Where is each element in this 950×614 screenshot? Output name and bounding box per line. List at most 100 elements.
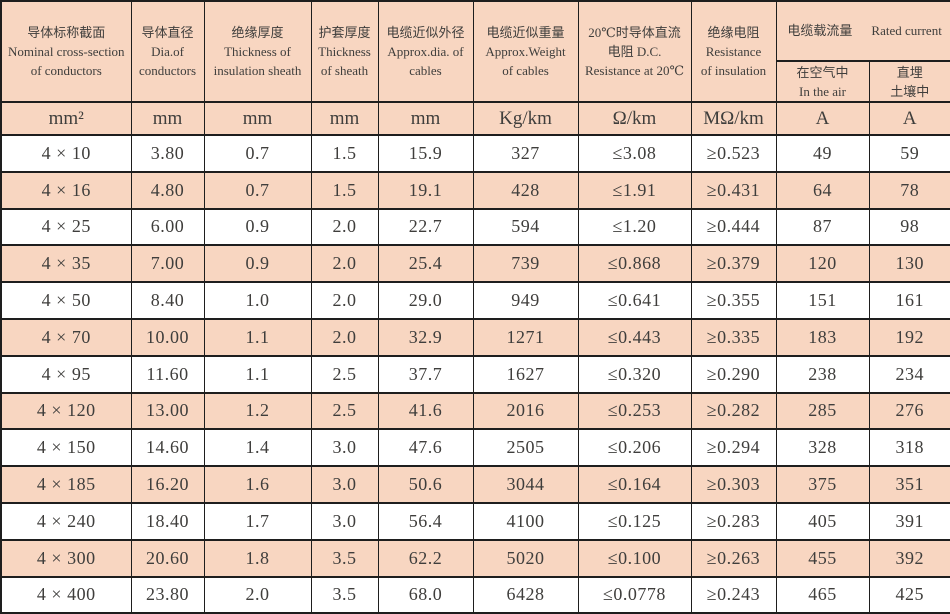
table-row: 4 × 16 4.80 0.7 1.5 19.1 428 ≤1.91 ≥0.431 64 78 bbox=[0, 171, 950, 210]
cell: 4 × 35 bbox=[0, 244, 132, 283]
cell: ≥0.290 bbox=[690, 355, 777, 394]
cell: 41.6 bbox=[377, 392, 474, 430]
cell: 18.40 bbox=[130, 502, 205, 541]
cell: 3.5 bbox=[310, 576, 379, 614]
cell: 285 bbox=[775, 392, 870, 430]
cell: 87 bbox=[775, 208, 870, 246]
table-body: 4 × 10 3.80 0.7 1.5 15.9 327 ≤3.08 ≥0.523 49 59 4 … bbox=[0, 134, 950, 614]
cell: 2.0 bbox=[310, 244, 379, 283]
cell: 1.5 bbox=[310, 171, 379, 210]
unit-cell: mm² bbox=[0, 101, 132, 136]
cell: ≤0.253 bbox=[577, 392, 692, 430]
cell: ≥0.335 bbox=[690, 318, 777, 357]
cell: 1.7 bbox=[203, 502, 312, 541]
cell: 1.2 bbox=[203, 392, 312, 430]
cell: 4 × 16 bbox=[0, 171, 132, 210]
cell: 1271 bbox=[472, 318, 579, 357]
table-row: 4 × 10 3.80 0.7 1.5 15.9 327 ≤3.08 ≥0.523 49 59 bbox=[0, 134, 950, 173]
cell: 0.7 bbox=[203, 171, 312, 210]
table-row: 4 × 240 18.40 1.7 3.0 56.4 4100 ≤0.125 ≥0.283 40… bbox=[0, 502, 950, 541]
cell: 1.5 bbox=[310, 134, 379, 173]
cell: 20.60 bbox=[130, 539, 205, 578]
cell: 594 bbox=[472, 208, 579, 246]
unit-cell: A bbox=[868, 101, 950, 136]
cell: 6.00 bbox=[130, 208, 205, 246]
cell: 56.4 bbox=[377, 502, 474, 541]
cell: 0.9 bbox=[203, 244, 312, 283]
cell: 22.7 bbox=[377, 208, 474, 246]
cell: 1627 bbox=[472, 355, 579, 394]
cell: ≤0.164 bbox=[577, 465, 692, 504]
cell: 1.1 bbox=[203, 355, 312, 394]
table-row: 4 × 185 16.20 1.6 3.0 50.6 3044 ≤0.164 ≥0.303 37… bbox=[0, 465, 950, 504]
rated-current-label-zh: 电缆载流量 bbox=[787, 23, 853, 38]
cell: 4 × 50 bbox=[0, 281, 132, 320]
cell: 4 × 240 bbox=[0, 502, 132, 541]
cell: ≥0.263 bbox=[690, 539, 777, 578]
units-row: mm² mm mm mm mm Kg/km Ω/km MΩ/km A A bbox=[0, 101, 950, 136]
cell: 2016 bbox=[472, 392, 579, 430]
col-header-dc-resistance: 20℃时导体直流 电阻 D.C. Resistance at 20℃ bbox=[577, 0, 692, 103]
cell: ≤0.443 bbox=[577, 318, 692, 357]
cell: 120 bbox=[775, 244, 870, 283]
unit-cell: MΩ/km bbox=[690, 101, 777, 136]
cell: 2.0 bbox=[310, 318, 379, 357]
cell: ≤0.641 bbox=[577, 281, 692, 320]
cell: ≥0.243 bbox=[690, 576, 777, 614]
cell: ≤1.91 bbox=[577, 171, 692, 210]
cell: ≥0.523 bbox=[690, 134, 777, 173]
cell: 50.6 bbox=[377, 465, 474, 504]
cell: 2.0 bbox=[203, 576, 312, 614]
col-header-in-air: 在空气中 In the air bbox=[775, 60, 870, 103]
col-header-buried-in-soil: 直埋 土壤中 bbox=[868, 60, 950, 103]
header-row-main: 导体标称截面 Nominal cross-section of conducto… bbox=[0, 0, 950, 103]
cell: 4.80 bbox=[130, 171, 205, 210]
cell: 327 bbox=[472, 134, 579, 173]
table-row: 4 × 25 6.00 0.9 2.0 22.7 594 ≤1.20 ≥0.444 87 98 bbox=[0, 208, 950, 246]
cell: 13.00 bbox=[130, 392, 205, 430]
table-row: 4 × 120 13.00 1.2 2.5 41.6 2016 ≤0.253 ≥0.282 28… bbox=[0, 392, 950, 430]
cell: ≤0.320 bbox=[577, 355, 692, 394]
cell: 4 × 185 bbox=[0, 465, 132, 504]
cell: 161 bbox=[868, 281, 950, 320]
table-row: 4 × 150 14.60 1.4 3.0 47.6 2505 ≤0.206 ≥0.294 32… bbox=[0, 428, 950, 467]
cell: 391 bbox=[868, 502, 950, 541]
cell: 2.0 bbox=[310, 208, 379, 246]
cell: 328 bbox=[775, 428, 870, 467]
cell: 15.9 bbox=[377, 134, 474, 173]
cell: ≥0.303 bbox=[690, 465, 777, 504]
cell: 59 bbox=[868, 134, 950, 173]
cell: 3044 bbox=[472, 465, 579, 504]
unit-cell: Kg/km bbox=[472, 101, 579, 136]
cell: 64 bbox=[775, 171, 870, 210]
col-header-nominal-cross-section: 导体标称截面 Nominal cross-section of conducto… bbox=[0, 0, 132, 103]
cell: 7.00 bbox=[130, 244, 205, 283]
cell: 8.40 bbox=[130, 281, 205, 320]
cell: 351 bbox=[868, 465, 950, 504]
cell: 1.1 bbox=[203, 318, 312, 357]
header-row-sub: 在空气中 In the air 直埋 土壤中 bbox=[1, 60, 950, 103]
col-header-insulation-thickness: 绝缘厚度 Thickness of insulation sheath bbox=[203, 0, 312, 103]
cell: 739 bbox=[472, 244, 579, 283]
cell: 4 × 150 bbox=[0, 428, 132, 467]
cell: ≥0.283 bbox=[690, 502, 777, 541]
cell: 3.0 bbox=[310, 502, 379, 541]
cell: 1.4 bbox=[203, 428, 312, 467]
cell: 949 bbox=[472, 281, 579, 320]
cell: ≤0.868 bbox=[577, 244, 692, 283]
rated-current-label-en: Rated current bbox=[871, 23, 942, 38]
cell: 4 × 95 bbox=[0, 355, 132, 394]
cell: ≤0.0778 bbox=[577, 576, 692, 614]
cell: ≥0.431 bbox=[690, 171, 777, 210]
unit-cell: mm bbox=[377, 101, 474, 136]
cell: 98 bbox=[868, 208, 950, 246]
table-row: 4 × 70 10.00 1.1 2.0 32.9 1271 ≤0.443 ≥0.335 183… bbox=[0, 318, 950, 357]
table-row: 4 × 300 20.60 1.8 3.5 62.2 5020 ≤0.100 ≥0.263 45… bbox=[0, 539, 950, 578]
table-row: 4 × 95 11.60 1.1 2.5 37.7 1627 ≤0.320 ≥0.290 238… bbox=[0, 355, 950, 394]
cell: 276 bbox=[868, 392, 950, 430]
cell: 78 bbox=[868, 171, 950, 210]
cell: 375 bbox=[775, 465, 870, 504]
cell: ≤0.125 bbox=[577, 502, 692, 541]
cell: 2.5 bbox=[310, 355, 379, 394]
col-header-approx-diameter: 电缆近似外径 Approx.dia. of cables bbox=[377, 0, 474, 103]
